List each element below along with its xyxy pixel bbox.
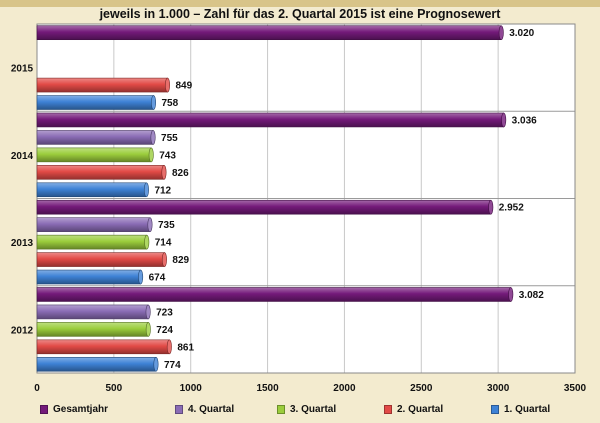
category-label: 2015 xyxy=(11,64,34,75)
bar-gesamtjahr xyxy=(36,199,492,215)
data-label: 3.082 xyxy=(519,290,544,301)
legend-label: Gesamtjahr xyxy=(53,404,109,415)
legend-label: 3. Quartal xyxy=(290,404,337,415)
bar-cap-gesamtjahr xyxy=(508,287,514,302)
data-label: 758 xyxy=(162,98,179,109)
x-tick-label: 3500 xyxy=(564,383,587,394)
category-label: 2013 xyxy=(11,238,34,249)
legend-swatch xyxy=(40,405,48,414)
plot-border xyxy=(36,23,576,374)
x-tick-label: 1500 xyxy=(256,383,279,394)
bar-q3 xyxy=(36,322,149,337)
chart-subtitle: jeweils in 1.000 – Zahl für das 2. Quart… xyxy=(99,7,501,21)
data-label: 735 xyxy=(158,220,175,231)
bar-cap-q2 xyxy=(165,77,171,93)
bar-cap-q2 xyxy=(161,165,167,180)
bar-q3 xyxy=(36,234,148,250)
data-label: 755 xyxy=(161,133,178,144)
chart-legend: Gesamtjahr 4. Quartal 3. Quartal 2. Quartal… xyxy=(40,404,600,418)
data-label: 829 xyxy=(172,255,189,266)
bar-cap-q1 xyxy=(153,356,159,372)
bar-cap-q2 xyxy=(166,339,172,355)
legend-item-q3: 3. Quartal xyxy=(277,404,336,415)
bar-q4 xyxy=(36,130,154,145)
bar-gesamtjahr xyxy=(36,112,504,128)
data-label: 724 xyxy=(156,325,173,336)
title-strip xyxy=(0,0,600,7)
bar-cap-q1 xyxy=(151,95,157,110)
legend-swatch xyxy=(175,405,183,414)
data-label: 723 xyxy=(156,307,173,318)
category-label: 2012 xyxy=(11,325,34,336)
x-tick-label: 2500 xyxy=(410,383,433,394)
bar-q4 xyxy=(36,217,151,232)
legend-swatch xyxy=(277,405,285,414)
bar-cap-q3 xyxy=(145,322,151,337)
legend-label: 2. Quartal xyxy=(397,404,444,415)
bar-q2 xyxy=(36,77,168,93)
x-tick-label: 3000 xyxy=(487,383,510,394)
data-label: 849 xyxy=(176,81,193,92)
data-label: 743 xyxy=(159,150,176,161)
data-label: 774 xyxy=(164,360,181,371)
bar-cap-q2 xyxy=(161,252,167,267)
legend-label: 4. Quartal xyxy=(188,404,235,415)
x-tick-label: 1000 xyxy=(180,383,203,394)
bar-q3 xyxy=(36,147,152,163)
bar-cap-q3 xyxy=(148,147,154,163)
bar-q1 xyxy=(36,182,147,198)
bar-cap-gesamtjahr xyxy=(501,112,507,128)
data-label: 3.036 xyxy=(512,115,537,126)
data-label: 714 xyxy=(155,238,172,249)
bar-cap-q4 xyxy=(147,217,153,232)
legend-label: 1. Quartal xyxy=(504,404,551,415)
x-tick-label: 2000 xyxy=(333,383,356,394)
legend-item-gesamtjahr: Gesamtjahr xyxy=(40,404,108,415)
data-label: 674 xyxy=(149,273,166,284)
bar-q2 xyxy=(36,165,165,180)
data-label: 712 xyxy=(154,185,171,196)
legend-item-q2: 2. Quartal xyxy=(384,404,443,415)
legend-swatch xyxy=(384,405,392,414)
category-label: 2014 xyxy=(11,151,34,162)
bar-q1 xyxy=(36,95,154,110)
data-label: 861 xyxy=(177,342,194,353)
legend-swatch xyxy=(491,405,499,414)
data-label: 826 xyxy=(172,168,189,179)
x-tick-label: 0 xyxy=(34,383,40,394)
bar-q2 xyxy=(36,252,165,267)
data-label: 3.020 xyxy=(509,28,534,39)
data-label: 2.952 xyxy=(499,203,524,214)
bar-cap-q3 xyxy=(144,234,150,250)
bar-cap-q4 xyxy=(150,130,156,145)
bar-q1 xyxy=(36,269,141,285)
bar-cap-gesamtjahr xyxy=(488,199,494,215)
bar-gesamtjahr xyxy=(36,287,512,302)
legend-item-q4: 4. Quartal xyxy=(175,404,234,415)
bar-gesamtjahr xyxy=(36,25,502,41)
x-tick-label: 500 xyxy=(106,383,123,394)
bar-cap-q1 xyxy=(143,182,149,198)
bar-q1 xyxy=(36,356,157,372)
bar-q2 xyxy=(36,339,170,355)
bar-cap-q4 xyxy=(145,304,151,320)
bar-q4 xyxy=(36,304,149,320)
legend-item-q1: 1. Quartal xyxy=(491,404,550,415)
bar-cap-q1 xyxy=(138,269,144,285)
bar-cap-gesamtjahr xyxy=(498,25,504,41)
